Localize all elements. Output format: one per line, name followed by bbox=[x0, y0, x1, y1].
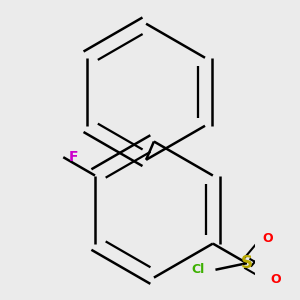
Text: S: S bbox=[241, 254, 253, 272]
Text: O: O bbox=[262, 232, 273, 244]
Text: O: O bbox=[270, 273, 280, 286]
Text: Cl: Cl bbox=[192, 263, 205, 276]
Text: F: F bbox=[68, 150, 78, 164]
